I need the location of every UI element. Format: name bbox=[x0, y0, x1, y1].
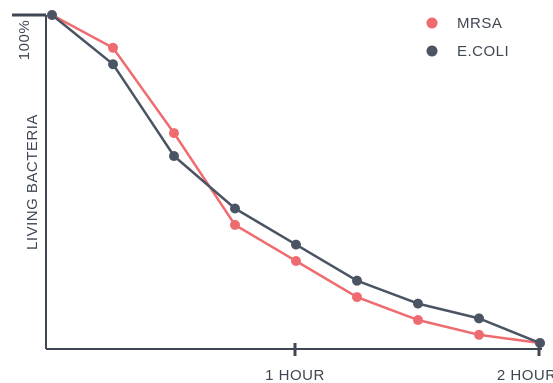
series-e-coli bbox=[47, 10, 545, 348]
data-point bbox=[413, 298, 423, 309]
y-axis-label: LIVING BACTERIA bbox=[24, 114, 41, 250]
series-line bbox=[51, 13, 541, 345]
data-point bbox=[230, 219, 240, 230]
series-mrsa bbox=[47, 10, 545, 348]
data-point bbox=[169, 128, 179, 139]
data-point bbox=[108, 42, 118, 53]
data-point bbox=[291, 256, 301, 266]
y-tick-label-100: 100% bbox=[16, 20, 33, 60]
legend-marker bbox=[426, 17, 438, 29]
data-point bbox=[474, 313, 484, 324]
data-point bbox=[352, 292, 362, 303]
x-tick-label-2: 2 HOURS bbox=[497, 367, 553, 383]
data-point bbox=[474, 329, 484, 340]
data-point bbox=[108, 59, 118, 70]
data-point bbox=[413, 315, 423, 326]
legend-marker bbox=[426, 45, 438, 57]
data-point bbox=[352, 275, 362, 286]
data-point bbox=[47, 10, 57, 20]
series-layer bbox=[47, 10, 545, 348]
data-point bbox=[291, 239, 301, 250]
data-point bbox=[535, 338, 545, 348]
data-point bbox=[169, 151, 179, 162]
axes: 1 HOUR 2 HOURS bbox=[12, 13, 553, 383]
legend-label: E.COLI bbox=[457, 43, 509, 60]
x-tick-label-1: 1 HOUR bbox=[265, 367, 325, 383]
data-point bbox=[230, 203, 240, 214]
legend-label: MRSA bbox=[457, 15, 502, 32]
legend: MRSA E.COLI bbox=[426, 15, 509, 60]
